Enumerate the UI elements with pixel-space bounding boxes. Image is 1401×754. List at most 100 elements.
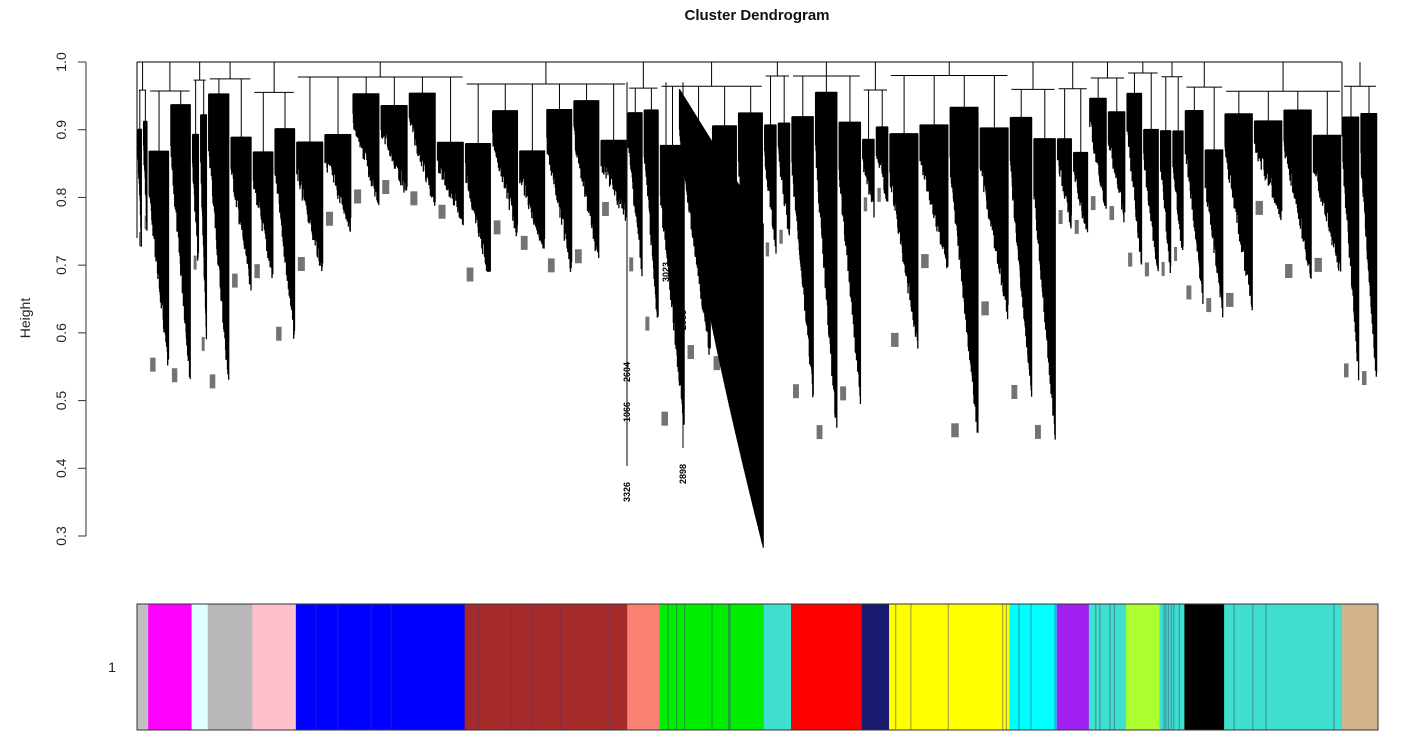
color-bar-stripe (947, 604, 949, 730)
leaf-label-band (877, 187, 881, 202)
leaf-bundle (919, 124, 949, 269)
chart-title: Cluster Dendrogram (684, 7, 829, 24)
leaf-label-band (951, 423, 959, 438)
color-bar-segment-black (1184, 604, 1225, 730)
leaf-label-band (139, 232, 142, 247)
leaf-label: 2604 (622, 362, 632, 382)
leaf-label-band (1144, 262, 1150, 277)
leaf-bundle (1126, 93, 1143, 265)
leaf-label-band (661, 411, 668, 426)
color-bar-stripe (1030, 604, 1032, 730)
leaf-bundle (200, 114, 208, 340)
leaf-bundle (408, 93, 436, 206)
color-bar-stripe (1113, 604, 1116, 730)
color-bar-segment-greenyellow (1126, 604, 1161, 730)
color-bar-stripe (895, 604, 897, 730)
cluster-branch-purple (1056, 62, 1089, 234)
color-bar-segment-yellow (889, 604, 1010, 730)
leaf-bundle (274, 128, 296, 339)
leaf-bundle (142, 121, 148, 231)
cluster-branch-grey60 (208, 62, 252, 389)
leaf-label-band (144, 215, 148, 230)
leaf-bundle (137, 129, 142, 247)
color-bar-stripe (711, 604, 713, 730)
cluster-branch-cyan (1009, 62, 1056, 440)
color-bar-segment-grey (137, 604, 149, 730)
green-branch-bundle (678, 89, 764, 548)
color-bar-segment-lightcyan (191, 604, 209, 730)
leaf-bundle (573, 100, 600, 259)
cluster-branch-turquoise-c (1159, 62, 1184, 276)
leaf-bundle (1312, 135, 1342, 272)
color-bar-stripe (607, 604, 609, 730)
color-bar-segment-turquoise-c (1159, 604, 1185, 730)
leaf-bundle (1159, 130, 1172, 273)
color-bar-stripe (1233, 604, 1235, 730)
leaf-bundle (862, 139, 875, 218)
color-bar-segment-salmon (627, 604, 660, 730)
leaf-bundle (252, 151, 274, 279)
leaf-label-band (687, 345, 695, 360)
color-bar-segment-pink (252, 604, 297, 730)
leaf-bundle (230, 137, 252, 291)
cluster-branch-greenyellow (1126, 62, 1159, 277)
leaf-label-band (1186, 285, 1192, 300)
leaf-bundle (191, 134, 200, 261)
leaf-label-band (1109, 206, 1115, 221)
leaf-label-band (1128, 252, 1133, 267)
leaf-label: 3023 (661, 262, 671, 282)
color-bar-segment-turquoise-b (1088, 604, 1127, 730)
leaf-bundle (1204, 149, 1224, 318)
color-bar-stripe (1109, 604, 1111, 730)
color-bar-segment-green (659, 604, 765, 730)
color-bar-stripe (1095, 604, 1097, 730)
leaf-bundle (1283, 110, 1312, 279)
cluster-branch-red (791, 62, 862, 440)
leaf-label-band (1058, 210, 1063, 225)
leaf-bundle (1033, 138, 1056, 440)
leaf-label-band (520, 235, 528, 250)
leaf-label-band (1035, 424, 1041, 439)
cluster-branch-blue (296, 62, 464, 272)
y-axis: 0.3 0.4 0.5 0.6 0.7 0.8 0.9 1.0 (53, 52, 87, 546)
leaf-label-band (466, 267, 474, 282)
color-bar-stripe (1054, 604, 1056, 730)
color-bar-stripe (510, 604, 513, 730)
color-bar-stripe (727, 604, 730, 730)
y-tick-label: 0.9 (53, 120, 69, 140)
leaf-label-band (1090, 196, 1096, 211)
cluster-branch-turquoise-a (764, 62, 791, 257)
leaf-label-band (382, 180, 390, 195)
leaf-bundle (627, 112, 643, 277)
leaf-label-band (209, 374, 216, 389)
leaf-label-band (1074, 219, 1079, 234)
leaf-label: 1066 (622, 402, 632, 422)
leaf-label-band (713, 356, 721, 371)
leaf-bundle (1184, 110, 1204, 304)
y-tick-label: 0.7 (53, 255, 69, 275)
color-bar-segment-tan (1342, 604, 1379, 730)
color-bar-stripe (370, 604, 372, 730)
leaf-bundle (296, 142, 324, 272)
leaf-bundle (777, 123, 791, 236)
color-bar-segment-brown (464, 604, 628, 730)
color-bar-stripe (477, 604, 479, 730)
color-bar-stripe (1252, 604, 1254, 730)
leaf-label-band (1362, 371, 1367, 386)
color-bar-segment-turquoise-a (763, 604, 792, 730)
leaf-label-band (276, 326, 282, 341)
cluster-branch-salmon (627, 62, 659, 331)
leaf-bundle (519, 150, 546, 249)
leaf-label-band (1314, 257, 1322, 272)
leaf-label-band (1011, 384, 1018, 399)
leaf-label-band (575, 249, 582, 264)
cluster-branch-black (1184, 62, 1224, 318)
leaf-label-band (645, 316, 650, 331)
leaf-bundle (1009, 117, 1033, 397)
leaf-label-band (793, 384, 799, 399)
leaf-label-band (193, 255, 197, 270)
color-bar-segment-midnightblue (861, 604, 890, 730)
color-bar-stripe (1165, 604, 1167, 730)
color-bar-stripe (667, 604, 669, 730)
